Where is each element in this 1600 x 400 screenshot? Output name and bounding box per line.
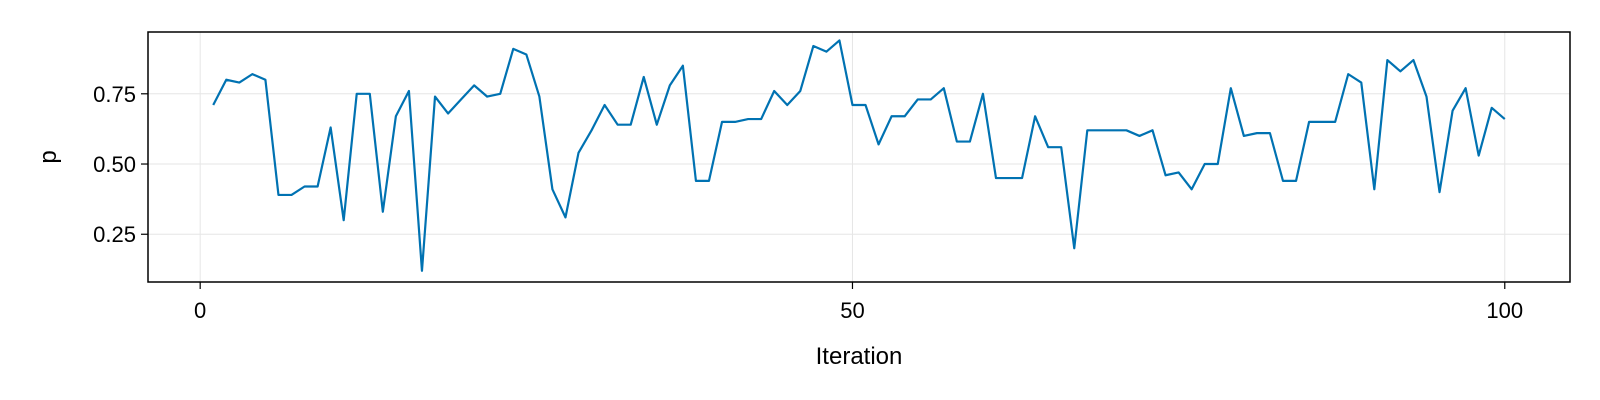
y-axis-title: p [35, 150, 62, 163]
plot-area-frame [147, 31, 1571, 283]
axis-ticks: 0 50 100 0.25 0.50 0.75 [93, 82, 1523, 323]
x-tick-label: 0 [194, 298, 206, 323]
x-axis-title: Iteration [816, 343, 903, 370]
y-tick-label: 0.25 [93, 222, 136, 247]
x-tick-label: 100 [1486, 298, 1523, 323]
series-layer [212, 39, 1506, 272]
y-tick-label: 0.50 [93, 152, 136, 177]
grid-lines [148, 32, 1570, 282]
x-tick-label: 50 [840, 298, 864, 323]
series-line-0 [212, 39, 1506, 272]
y-tick-label: 0.75 [93, 82, 136, 107]
